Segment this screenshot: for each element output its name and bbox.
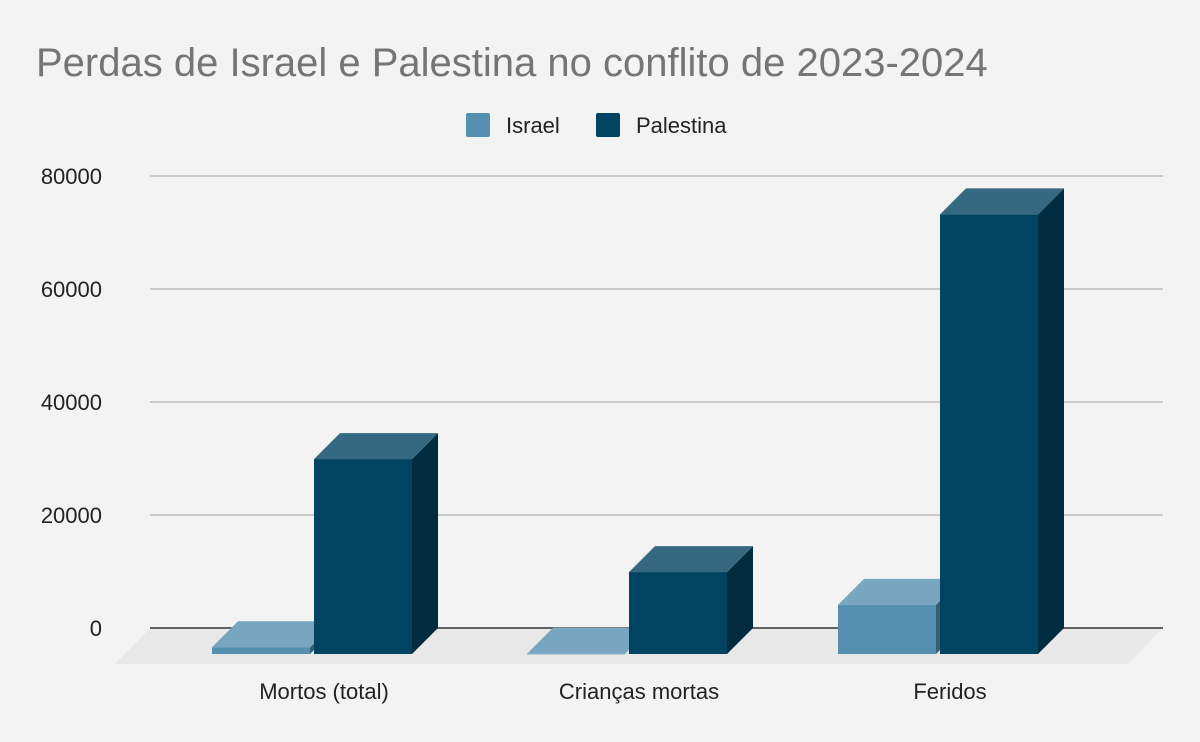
- bar-front: [212, 647, 310, 654]
- bars: [212, 188, 1064, 655]
- legend-swatch-israel: [466, 113, 490, 137]
- y-tick-label: 20000: [41, 503, 102, 528]
- x-tick-label: Feridos: [913, 679, 986, 704]
- bar-top: [838, 578, 962, 605]
- bar-palestina-0: [314, 433, 438, 654]
- bar-top: [940, 188, 1064, 215]
- bar-front: [629, 572, 727, 654]
- x-tick-label: Crianças mortas: [559, 679, 719, 704]
- bar-front: [838, 604, 936, 654]
- bar-front: [314, 459, 412, 654]
- bar-side: [727, 546, 753, 654]
- bar-top: [629, 546, 753, 573]
- legend: Israel Palestina: [466, 113, 727, 138]
- legend-label-palestina: Palestina: [636, 113, 727, 138]
- x-tick-label: Mortos (total): [259, 679, 389, 704]
- y-axis: 0 20000 40000 60000 80000: [41, 164, 102, 641]
- y-tick-label: 60000: [41, 277, 102, 302]
- bar-palestina-2: [940, 188, 1064, 654]
- y-tick-label: 80000: [41, 164, 102, 189]
- legend-swatch-palestina: [596, 113, 620, 137]
- bar-side: [1038, 188, 1064, 654]
- bar-palestina-1: [629, 546, 753, 654]
- y-tick-label: 40000: [41, 390, 102, 415]
- bar-front: [527, 653, 625, 655]
- x-axis: Mortos (total) Crianças mortas Feridos: [259, 679, 986, 704]
- bar-top: [314, 433, 438, 460]
- bar-side: [412, 433, 438, 654]
- legend-label-israel: Israel: [506, 113, 560, 138]
- bar-top: [212, 621, 336, 648]
- bar-top: [527, 627, 651, 654]
- chart-title: Perdas de Israel e Palestina no conflito…: [36, 41, 988, 85]
- bar-front: [940, 214, 1038, 654]
- y-tick-label: 0: [90, 616, 102, 641]
